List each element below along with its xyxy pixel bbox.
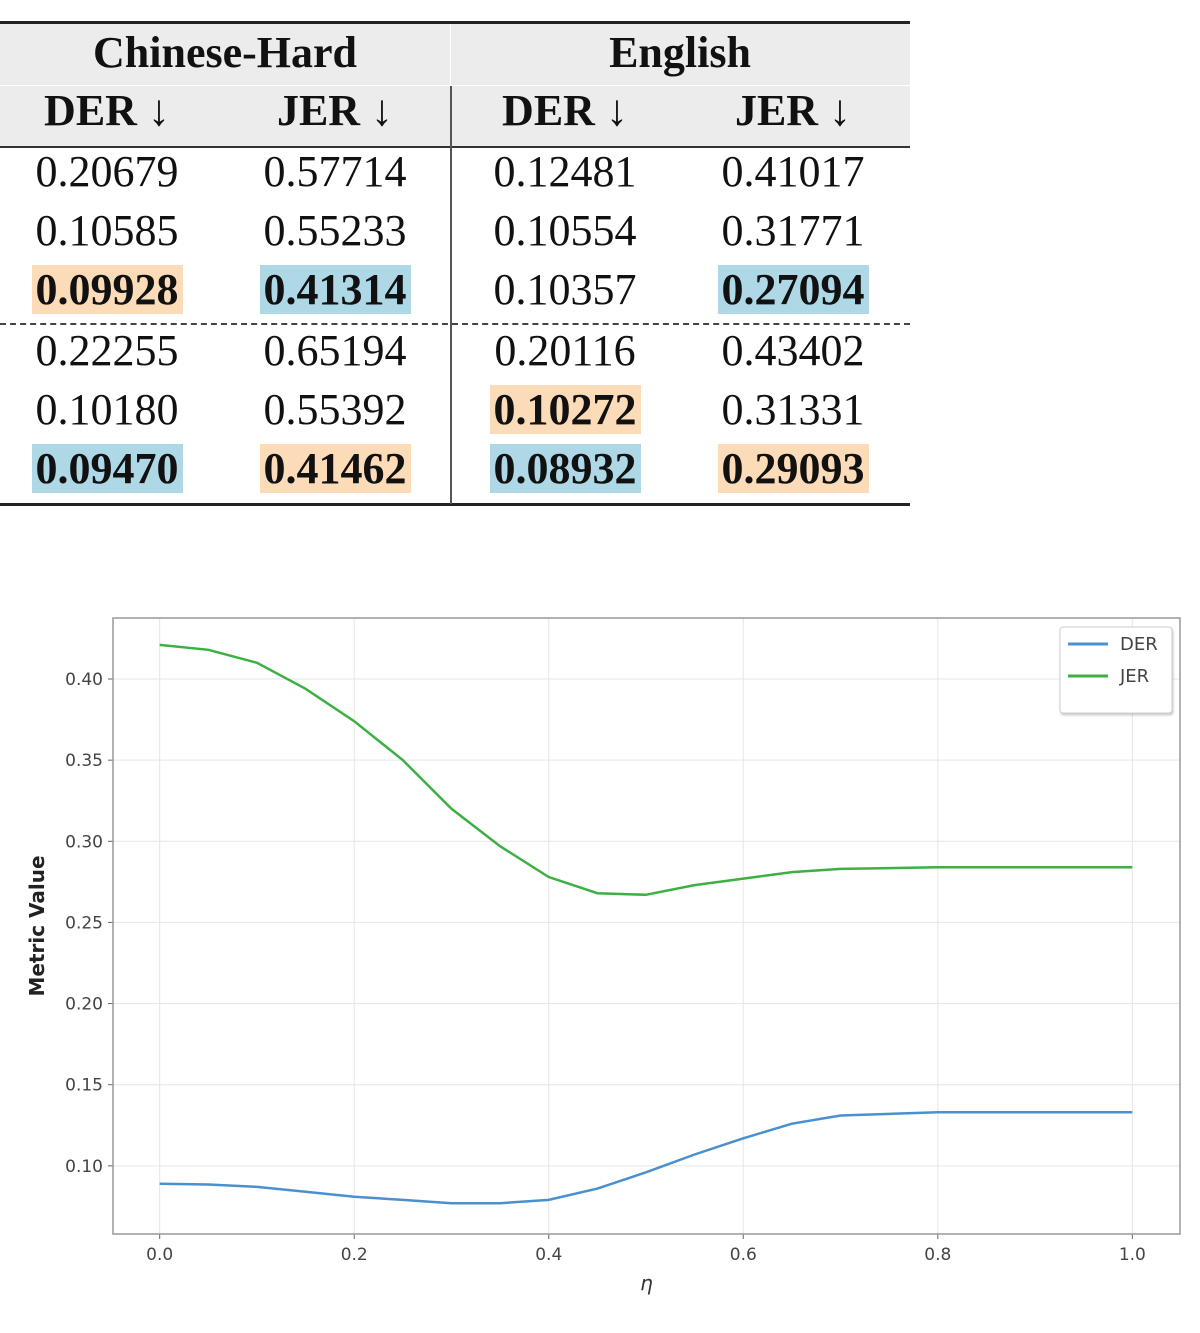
table-cell: 0.08932 [455, 444, 675, 494]
column-header: JER ↓ [734, 86, 852, 135]
y-tick-label: 0.40 [65, 670, 103, 690]
value: 0.12481 [493, 147, 637, 196]
legend-box [1059, 626, 1173, 714]
y-tick-label: 0.10 [65, 1157, 103, 1177]
series-line [159, 643, 1133, 897]
table-cell: 0.29093 [683, 444, 903, 494]
table-cell: 0.31771 [683, 206, 903, 256]
table-cell: 0.20116 [455, 326, 675, 376]
y-tick-label: 0.15 [65, 1076, 103, 1096]
group-header: Chinese-Hard [93, 28, 357, 77]
y-tick-label: 0.30 [65, 832, 103, 852]
y-tick-label: 0.25 [65, 913, 103, 933]
x-tick-label: 0.0 [146, 1245, 173, 1265]
table-cell: 0.65194 [225, 326, 445, 376]
table-cell: 0.09470 [0, 444, 217, 494]
highlighted-value: 0.29093 [717, 444, 869, 493]
table-cell: 0.41462 [225, 444, 445, 494]
table-cell: 0.57714 [225, 147, 445, 197]
table-cell: 0.20679 [0, 147, 217, 197]
group-header: English [609, 28, 751, 77]
column-header: JER ↓ [276, 86, 394, 135]
x-tick-label: 0.8 [924, 1245, 951, 1265]
value: 0.10180 [35, 385, 179, 434]
value: 0.43402 [721, 326, 865, 375]
table-cell: 0.10585 [0, 206, 217, 256]
table-cell: 0.10272 [455, 385, 675, 435]
value: 0.55233 [263, 206, 407, 255]
table-cell: 0.41017 [683, 147, 903, 197]
legend-label: JER [1119, 666, 1149, 687]
table-cell: 0.10554 [455, 206, 675, 256]
value: 0.10585 [35, 206, 179, 255]
table-cell: 0.31331 [683, 385, 903, 435]
value: 0.20679 [35, 147, 179, 196]
value: 0.10554 [493, 206, 637, 255]
y-tick-label: 0.35 [65, 751, 103, 771]
mid-rule [0, 146, 910, 148]
table-cell: 0.12481 [455, 147, 675, 197]
highlighted-value: 0.08932 [489, 444, 641, 493]
x-axis-label: η [640, 1271, 653, 1295]
column-header: DER ↓ [44, 86, 170, 135]
value: 0.31771 [721, 206, 865, 255]
value: 0.65194 [263, 326, 407, 375]
top-rule [0, 21, 910, 24]
group-sep [450, 24, 451, 85]
legend-label: DER [1120, 634, 1158, 655]
value: 0.10357 [493, 265, 637, 314]
table-cell: 0.22255 [0, 326, 217, 376]
bottom-rule [0, 503, 910, 506]
highlighted-value: 0.09928 [31, 265, 183, 314]
dashed-rule [0, 323, 910, 325]
x-tick-label: 1.0 [1119, 1245, 1146, 1265]
plot-border [112, 617, 1181, 1235]
header-bg [0, 22, 910, 147]
table-cell: 0.43402 [683, 326, 903, 376]
highlighted-value: 0.10272 [489, 385, 641, 434]
x-tick-label: 0.4 [535, 1245, 562, 1265]
value: 0.57714 [263, 147, 407, 196]
series-line [159, 1111, 1133, 1205]
highlighted-value: 0.41314 [259, 265, 411, 314]
table-cell: 0.41314 [225, 265, 445, 315]
table-cell: 0.10357 [455, 265, 675, 315]
table-cell: 0.09928 [0, 265, 217, 315]
value: 0.22255 [35, 326, 179, 375]
x-tick-label: 0.2 [341, 1245, 368, 1265]
x-tick-label: 0.6 [730, 1245, 757, 1265]
table-cell: 0.10180 [0, 385, 217, 435]
table-cell: 0.55392 [225, 385, 445, 435]
value: 0.20116 [494, 326, 636, 375]
table-cell: 0.55233 [225, 206, 445, 256]
column-header: DER ↓ [502, 86, 628, 135]
highlighted-value: 0.09470 [31, 444, 183, 493]
y-axis-label: Metric Value [25, 855, 49, 996]
vertical-rule [450, 86, 452, 504]
header-sep [0, 85, 910, 86]
value: 0.31331 [721, 385, 865, 434]
value: 0.55392 [263, 385, 407, 434]
y-tick-label: 0.20 [65, 995, 103, 1015]
table-cell: 0.27094 [683, 265, 903, 315]
highlighted-value: 0.41462 [259, 444, 411, 493]
value: 0.41017 [721, 147, 865, 196]
highlighted-value: 0.27094 [717, 265, 869, 314]
